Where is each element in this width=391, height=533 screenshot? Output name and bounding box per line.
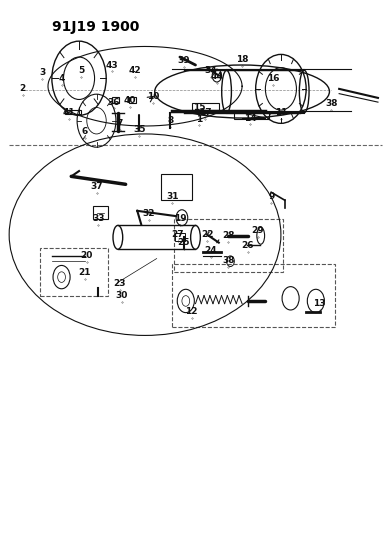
Text: 22: 22 — [201, 230, 213, 239]
Text: 6: 6 — [82, 127, 88, 136]
Text: 27: 27 — [172, 230, 184, 239]
Text: 41: 41 — [63, 108, 75, 117]
Text: 21: 21 — [79, 268, 91, 277]
Text: 33: 33 — [92, 214, 105, 223]
Text: 2: 2 — [20, 84, 26, 93]
Text: 11: 11 — [274, 108, 287, 117]
Text: 15: 15 — [193, 103, 206, 112]
Text: 32: 32 — [143, 209, 155, 218]
Text: 9: 9 — [268, 192, 274, 201]
Text: 23: 23 — [113, 279, 126, 288]
Text: 39: 39 — [178, 56, 190, 65]
Text: 12: 12 — [185, 307, 198, 316]
Bar — [40, 248, 108, 296]
Text: 30: 30 — [116, 291, 128, 300]
Text: 38: 38 — [325, 99, 337, 108]
Text: 44: 44 — [210, 72, 223, 81]
Text: 43: 43 — [106, 61, 118, 69]
Text: 17: 17 — [199, 108, 212, 117]
Text: 20: 20 — [81, 252, 93, 261]
Text: 1: 1 — [196, 115, 203, 124]
Text: 8: 8 — [167, 116, 173, 125]
Text: 42: 42 — [129, 66, 142, 75]
Text: 36: 36 — [108, 98, 120, 107]
Bar — [93, 206, 108, 219]
Bar — [174, 219, 283, 272]
Bar — [175, 233, 185, 241]
Text: 91J19 1900: 91J19 1900 — [52, 20, 139, 34]
Text: 5: 5 — [78, 66, 84, 75]
Text: 25: 25 — [178, 238, 190, 247]
Text: 18: 18 — [236, 55, 248, 64]
Text: 14: 14 — [244, 114, 256, 123]
Bar — [161, 174, 192, 200]
Text: 40: 40 — [123, 96, 136, 105]
Text: 7: 7 — [117, 119, 123, 128]
Text: 37: 37 — [90, 182, 103, 191]
Text: 3: 3 — [39, 68, 45, 77]
Bar — [112, 97, 119, 103]
Bar — [192, 103, 219, 110]
Bar — [234, 112, 269, 119]
Text: 35: 35 — [133, 125, 145, 134]
Text: 10: 10 — [147, 92, 159, 101]
Bar — [129, 97, 136, 103]
Text: 16: 16 — [267, 74, 280, 83]
Text: 34: 34 — [205, 66, 217, 75]
Text: 38: 38 — [222, 256, 235, 265]
Text: 28: 28 — [222, 231, 235, 240]
Text: 19: 19 — [174, 214, 186, 223]
Text: 4: 4 — [58, 74, 65, 83]
Bar — [172, 264, 335, 327]
Text: 26: 26 — [242, 241, 254, 250]
Text: 31: 31 — [166, 192, 178, 201]
Text: 13: 13 — [314, 299, 326, 308]
Text: 24: 24 — [205, 246, 217, 255]
Text: 29: 29 — [251, 226, 264, 235]
Bar — [65, 110, 81, 114]
